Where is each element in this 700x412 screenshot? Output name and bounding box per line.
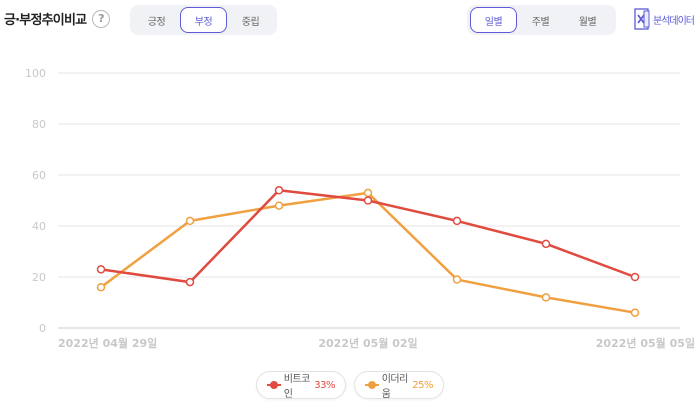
legend-label: 이더리움 <box>381 374 409 400</box>
export-data-label: 분석데이터 <box>653 15 695 27</box>
y-tick-label: 100 <box>25 67 46 80</box>
data-point[interactable] <box>452 216 462 226</box>
data-point[interactable] <box>541 293 551 302</box>
legend-item-ethereum[interactable]: 이더리움 25% <box>354 371 444 400</box>
grid-lines <box>58 72 680 329</box>
x-axis-labels: 2022년 04월 29일 2022년 05월 02일 2022년 05월 05일 <box>58 336 695 350</box>
data-point[interactable] <box>363 188 373 198</box>
chart-header: 긍·부정추이비교 ? <box>4 9 111 28</box>
data-point[interactable] <box>452 275 462 284</box>
tab-negative[interactable]: 부정 <box>180 7 227 33</box>
tab-weekly[interactable]: 주별 <box>531 16 550 28</box>
period-toggle: 일별 주별 월별 <box>467 5 616 35</box>
series-line <box>100 191 636 314</box>
tab-monthly[interactable]: 월별 <box>578 16 597 28</box>
series-bitcoin <box>96 186 640 287</box>
chart-legend: 비트코인 33% 이더리움 25% <box>0 371 700 401</box>
tab-daily[interactable]: 일별 <box>470 7 517 33</box>
excel-icon <box>634 8 650 30</box>
data-point[interactable] <box>96 282 106 292</box>
y-tick-label: 80 <box>32 118 46 131</box>
legend-item-bitcoin[interactable]: 비트코인 33% <box>256 371 346 400</box>
tab-positive[interactable]: 긍정 <box>147 16 166 28</box>
tab-neutral[interactable]: 중립 <box>241 16 260 28</box>
data-point[interactable] <box>185 277 195 287</box>
y-tick-label: 40 <box>32 220 46 233</box>
y-tick-label: 20 <box>32 271 46 284</box>
y-axis-labels: 0 20 40 60 80 100 <box>25 67 46 335</box>
sentiment-toggle: 긍정 부정 중립 <box>130 5 277 35</box>
data-point[interactable] <box>96 265 106 274</box>
legend-marker-ethereum <box>365 380 379 390</box>
legend-label: 비트코인 <box>283 374 311 400</box>
data-point[interactable] <box>274 201 284 210</box>
x-tick-label: 2022년 04월 29일 <box>58 336 157 350</box>
series-ethereum <box>96 188 640 317</box>
data-point[interactable] <box>630 308 640 317</box>
page-title: 긍·부정추이비교 <box>4 13 87 28</box>
data-point[interactable] <box>185 216 195 226</box>
data-point[interactable] <box>630 272 640 282</box>
data-point[interactable] <box>541 239 551 249</box>
legend-marker-bitcoin <box>267 380 281 390</box>
y-tick-label: 60 <box>32 169 46 182</box>
x-tick-label: 2022년 05월 02일 <box>318 336 417 350</box>
x-tick-label: 2022년 05월 05일 <box>596 336 695 350</box>
data-point[interactable] <box>274 186 284 195</box>
legend-share: 25% <box>412 379 433 391</box>
legend-share: 33% <box>314 379 335 391</box>
export-data-button[interactable]: 분석데이터 <box>634 8 695 30</box>
help-icon[interactable]: ? <box>92 9 111 28</box>
data-point[interactable] <box>363 196 373 205</box>
series-lines <box>96 186 640 317</box>
y-tick-label: 0 <box>39 322 46 335</box>
